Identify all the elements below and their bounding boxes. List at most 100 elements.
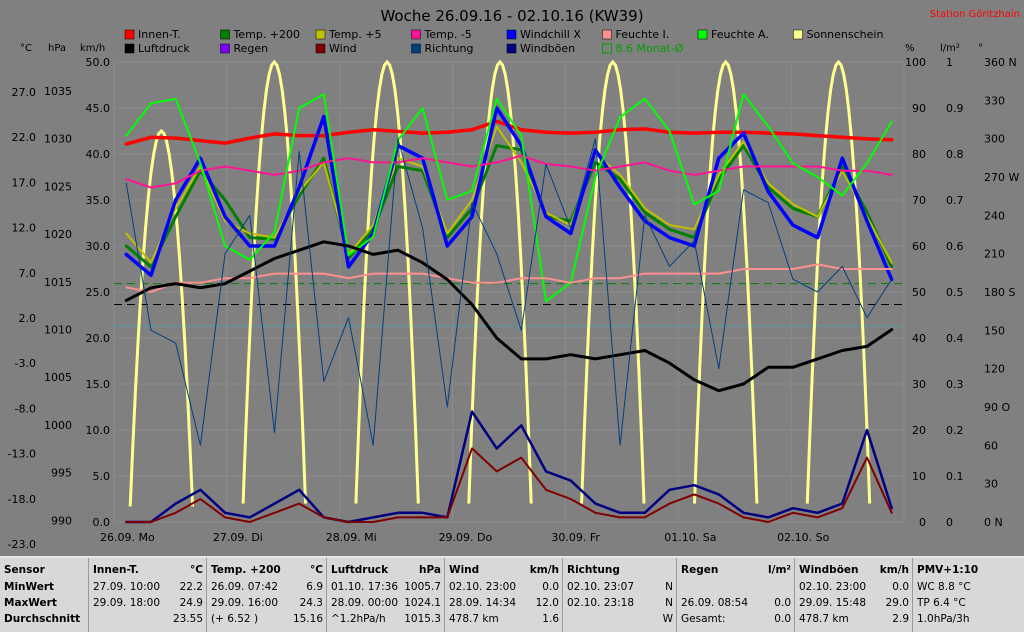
tick-kmh: 15.0 xyxy=(86,378,111,391)
stats-unit: km/h xyxy=(879,564,909,576)
legend-swatch xyxy=(411,43,421,54)
stats-header: Sensor xyxy=(4,564,45,576)
tick-kmh: 10.0 xyxy=(86,424,111,437)
tick-hpa: 1015 xyxy=(44,276,72,289)
stats-row: 478.7 km 1.6 xyxy=(445,611,563,627)
legend-swatch xyxy=(315,29,326,40)
series-wind xyxy=(125,447,893,523)
tick-x: 26.09. Mo xyxy=(100,531,155,544)
stats-row: 29.09. 16:00 24.3 xyxy=(207,595,327,611)
stats-column: Temp. +200 °C 26.09. 07:42 6.9 29.09. 16:00 2… xyxy=(206,558,327,632)
stats-row: 28.09. 00:00 1024.1 xyxy=(327,595,445,611)
tick-deg: 120 xyxy=(984,363,1005,376)
stats-label: (+ 6.52 ) xyxy=(211,613,259,625)
y-axes: 50.045.040.035.030.025.020.015.010.05.00… xyxy=(8,56,1020,551)
stats-row: 26.09. 08:54 0.0 xyxy=(677,595,795,611)
tick-lm2: 0.6 xyxy=(946,240,964,253)
tick-deg: 150 xyxy=(984,324,1005,337)
stats-column: Regen l/m² 26.09. 08:54 0.0 Gesamt: 0.0 xyxy=(676,558,795,632)
tick-deg: 330 xyxy=(984,94,1005,107)
stats-label: 28.09. 00:00 xyxy=(331,597,398,609)
legend-swatch xyxy=(506,43,517,54)
sunshine-line xyxy=(805,59,872,504)
stats-header: Innen-T. xyxy=(93,564,139,576)
series-luftdruck xyxy=(124,240,894,393)
tick-c: -8.0 xyxy=(15,402,36,415)
stats-label: 29.09. 15:48 xyxy=(799,597,866,609)
stats-value: 0.0 xyxy=(774,597,791,609)
stats-row: Windböen km/h xyxy=(795,562,913,578)
stats-label: TP 6.4 °C xyxy=(917,597,966,609)
legend-label: 8.6 Monat-Ø xyxy=(616,42,684,55)
tick-lm2: 0.2 xyxy=(946,424,964,437)
stats-column: Windböen km/h 02.10. 23:00 0.0 29.09. 15:48 2… xyxy=(794,558,913,632)
stats-value: 12.0 xyxy=(535,597,559,609)
series-temp-5 xyxy=(125,154,893,189)
tick-deg: 60 xyxy=(984,439,998,452)
stats-label: 02.10. 23:00 xyxy=(799,581,866,593)
tick-lm2: 0.1 xyxy=(946,470,964,483)
sunshine-series xyxy=(128,59,872,507)
legend-label: Windchill X xyxy=(520,28,581,41)
tick-deg: 240 xyxy=(984,209,1005,222)
stats-value: 1.6 xyxy=(542,613,559,625)
stats-label: 29.09. 18:00 xyxy=(93,597,160,609)
tick-x: 29.09. Do xyxy=(439,531,493,544)
stats-value: W xyxy=(662,613,673,625)
sunshine-line xyxy=(467,59,533,504)
stats-label: 26.09. 08:54 xyxy=(681,597,748,609)
tick-kmh: 25.0 xyxy=(86,286,111,299)
stats-column: Sensor MinWert MaxWert Durchschnitt xyxy=(0,558,88,632)
series-richtung xyxy=(125,138,893,446)
stats-value: 29.0 xyxy=(885,597,909,609)
legend-swatch xyxy=(411,29,421,40)
stats-row: 02.10. 23:00 0.0 xyxy=(445,579,563,595)
tick-deg: 210 xyxy=(984,248,1005,261)
unit-pct: % xyxy=(905,43,915,54)
tick-c: -3.0 xyxy=(15,357,36,370)
unit-deg: ° xyxy=(978,43,983,54)
stats-label: MinWert xyxy=(4,581,55,593)
stats-label: 28.09. 14:34 xyxy=(449,597,516,609)
legend-label: Temp. -5 xyxy=(424,28,472,41)
legend-swatch xyxy=(506,29,517,40)
tick-pct: 10 xyxy=(912,470,926,483)
legend-label: Richtung xyxy=(425,42,474,55)
tick-deg: 270 W xyxy=(984,171,1019,184)
tick-c: 7.0 xyxy=(19,267,37,280)
tick-hpa: 1000 xyxy=(44,419,72,432)
tick-kmh: 20.0 xyxy=(86,332,111,345)
tick-hpa: 1025 xyxy=(44,180,72,193)
stats-row: PMV+1:10 xyxy=(913,562,1024,578)
tick-kmh: 40.0 xyxy=(86,148,111,161)
tick-pct: 0 xyxy=(919,516,926,529)
stats-row: 02.10. 23:00 0.0 xyxy=(795,579,913,595)
stats-header: Regen xyxy=(681,564,719,576)
tick-pct: 40 xyxy=(912,332,926,345)
tick-c: 2.0 xyxy=(19,312,37,325)
legend: Innen-T. Temp. +200 Temp. +5 Temp. -5 Windch… xyxy=(124,28,883,55)
legend-swatch xyxy=(602,43,612,54)
stats-row: W xyxy=(563,611,677,627)
tick-kmh: 0.0 xyxy=(93,516,111,529)
tick-kmh: 35.0 xyxy=(86,194,111,207)
legend-swatch xyxy=(220,29,230,40)
sunshine-line xyxy=(241,59,307,504)
tick-kmh: 5.0 xyxy=(93,470,111,483)
unit-lm2: l/m² xyxy=(940,43,960,54)
sunshine-line xyxy=(128,128,195,507)
stats-value: 24.3 xyxy=(299,597,323,609)
stats-value: 0.0 xyxy=(892,581,909,593)
tick-c: -18.0 xyxy=(8,493,36,506)
tick-c: 17.0 xyxy=(12,176,37,189)
stats-label: 478.7 km xyxy=(799,613,849,625)
stats-column: Luftdruck hPa 01.10. 17:36 1005.7 28.09. 00:… xyxy=(326,558,445,632)
stats-value: 1005.7 xyxy=(404,581,441,593)
legend-swatch xyxy=(124,43,135,54)
tick-lm2: 1 xyxy=(946,56,953,69)
stats-label: MaxWert xyxy=(4,597,57,609)
tick-deg: 0 N xyxy=(984,516,1003,529)
stats-row: 01.10. 17:36 1005.7 xyxy=(327,579,445,595)
stats-value: 0.0 xyxy=(774,613,791,625)
stats-row: 29.09. 18:00 24.9 xyxy=(89,595,207,611)
